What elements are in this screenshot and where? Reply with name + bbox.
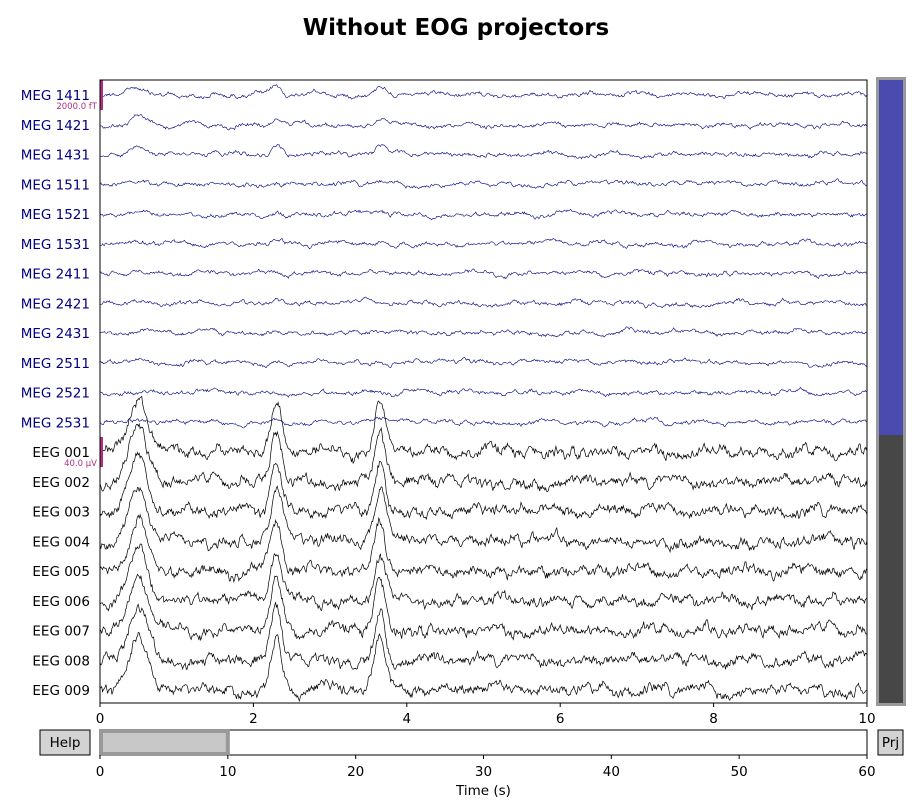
nav-x-ticks: 0 10 20 30 40 50 60 (96, 755, 876, 780)
channel-label[interactable]: EEG 001 (32, 445, 90, 461)
channel-trace[interactable] (99, 114, 868, 131)
scale-bar-label: 2000.0 fT (56, 102, 97, 112)
channel-trace[interactable] (99, 296, 868, 309)
projector-button-box[interactable] (877, 729, 904, 756)
channel-label[interactable]: EEG 005 (32, 564, 90, 580)
channel-label[interactable]: MEG 2411 (21, 267, 90, 283)
help-button[interactable]: Help (39, 729, 91, 756)
channel-label[interactable]: MEG 2431 (21, 326, 90, 342)
nav-xlabel: Time (s) (455, 783, 511, 799)
channel-label[interactable]: MEG 1511 (21, 177, 90, 193)
plot-frame (99, 79, 868, 704)
traces-group (99, 84, 868, 703)
x-tick-label: 0 (96, 711, 105, 727)
channel-label[interactable]: MEG 1531 (21, 237, 90, 253)
channel-label[interactable]: EEG 008 (32, 653, 90, 669)
channel-label[interactable]: EEG 004 (32, 534, 90, 550)
x-tick-label: 4 (403, 711, 412, 727)
x-tick-label: 2 (249, 711, 258, 727)
channel-label[interactable]: MEG 1431 (21, 148, 90, 164)
channel-trace[interactable] (99, 422, 868, 493)
channel-label[interactable]: MEG 1421 (21, 118, 90, 134)
x-tick-label: 6 (556, 711, 565, 727)
nav-tick-label: 10 (219, 764, 236, 780)
channel-trace[interactable] (99, 573, 868, 642)
scale-bars-group: 2000.0 fT 40.0 µV (56, 80, 103, 469)
nav-window-selection[interactable] (99, 729, 230, 756)
nav-tick-label: 20 (347, 764, 364, 780)
channel-trace[interactable] (99, 208, 868, 221)
nav-tick-label: 0 (96, 764, 105, 780)
channel-trace[interactable] (99, 602, 868, 671)
channel-label[interactable]: EEG 007 (32, 624, 90, 640)
channel-label[interactable]: MEG 2511 (21, 356, 90, 372)
channel-trace[interactable] (99, 357, 868, 368)
channel-labels: MEG 1411 MEG 1421 MEG 1431 MEG 1511 MEG 1521… (21, 88, 90, 699)
x-axis-ticks: 0 2 4 6 8 10 (96, 703, 876, 727)
x-tick-label: 10 (858, 711, 875, 727)
nav-tick-label: 60 (858, 764, 875, 780)
channel-trace[interactable] (99, 451, 868, 521)
x-tick-label: 8 (709, 711, 718, 727)
nav-tick-label: 50 (731, 764, 748, 780)
channel-trace[interactable] (99, 178, 868, 190)
channel-trace[interactable] (99, 631, 868, 703)
help-button-box[interactable] (39, 729, 91, 756)
channel-label[interactable]: EEG 006 (32, 594, 90, 610)
projector-button[interactable]: Prj (877, 729, 904, 756)
scrollbar-mag-segment[interactable] (879, 80, 903, 436)
chart-title: Without EOG projectors (303, 15, 610, 41)
main-plot-area[interactable]: 2000.0 fT 40.0 µV MEG 1411 MEG 1421 MEG 143… (21, 79, 876, 727)
channel-trace[interactable] (99, 238, 868, 250)
channel-label[interactable]: MEG 1521 (21, 207, 90, 223)
channel-trace[interactable] (99, 84, 868, 100)
channel-label[interactable]: MEG 2531 (21, 415, 90, 431)
time-navigation-bar[interactable]: 0 10 20 30 40 50 60 Time (s) (96, 729, 876, 799)
projector-button-label: Prj (882, 735, 899, 751)
channel-trace[interactable] (99, 144, 868, 160)
channel-label[interactable]: EEG 002 (32, 475, 90, 491)
channel-label[interactable]: EEG 009 (32, 683, 90, 699)
channel-trace[interactable] (99, 543, 868, 612)
channel-trace[interactable] (99, 513, 868, 583)
channel-trace[interactable] (99, 386, 868, 398)
scrollbar-selection-frame[interactable] (876, 77, 906, 706)
channel-trace[interactable] (99, 416, 867, 429)
channel-trace[interactable] (99, 485, 868, 554)
channel-trace[interactable] (99, 395, 868, 465)
help-button-label: Help (50, 735, 81, 751)
scale-bar-label: 40.0 µV (64, 459, 97, 469)
channel-trace[interactable] (99, 326, 868, 338)
channel-label[interactable]: EEG 003 (32, 505, 90, 521)
channel-label[interactable]: MEG 2421 (21, 296, 90, 312)
nav-tick-label: 40 (603, 764, 620, 780)
channel-scrollbar[interactable] (876, 77, 906, 706)
channel-trace[interactable] (99, 268, 868, 280)
channel-label[interactable]: MEG 1411 (21, 88, 90, 104)
nav-tick-label: 30 (475, 764, 492, 780)
channel-label[interactable]: MEG 2521 (21, 386, 90, 402)
